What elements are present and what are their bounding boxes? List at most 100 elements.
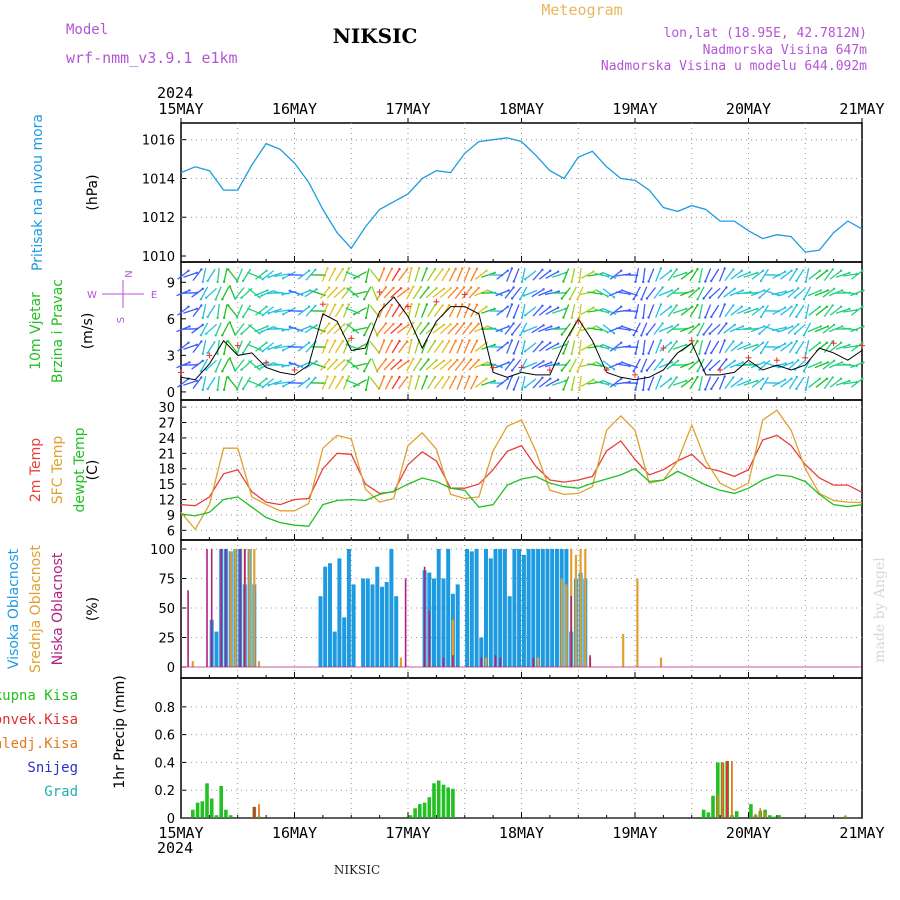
- wind-arrow-head: [804, 316, 807, 319]
- bar: [536, 549, 541, 667]
- wind-arrow-head: [670, 325, 674, 328]
- wind-arrow: [328, 340, 336, 354]
- wind-arrow: [321, 268, 329, 282]
- bar: [365, 578, 370, 667]
- wind-arrow-head: [187, 269, 190, 272]
- wind-arrow: [365, 268, 370, 282]
- wind-arrow-head: [520, 388, 524, 391]
- wind-arrow-head: [541, 304, 544, 307]
- wind-arrow-head: [308, 289, 312, 292]
- bar: [205, 783, 209, 818]
- wind-arrow-head: [398, 267, 401, 271]
- wind-arrow-head: [346, 287, 349, 290]
- wind-arrow: [736, 291, 751, 295]
- wind-arrow: [521, 340, 526, 354]
- wind-arrow: [823, 305, 834, 317]
- wind-arrow-head: [221, 334, 224, 337]
- wind-arrow-head: [795, 339, 798, 343]
- wind-arrow-head: [523, 278, 527, 281]
- wind-arrow: [835, 380, 850, 386]
- wind-arrow-head: [266, 325, 269, 328]
- bar: [422, 802, 427, 818]
- wind-arrow: [842, 345, 857, 349]
- wind-arrow-head: [576, 370, 579, 373]
- wind-arrow: [353, 362, 368, 368]
- wind-arrow-head: [862, 289, 865, 292]
- wind-arrow-head: [613, 384, 617, 387]
- wind-arrow-head: [550, 289, 553, 292]
- wind-arrow: [594, 344, 609, 350]
- wind-arrow: [703, 287, 713, 299]
- wind-arrow: [353, 379, 367, 387]
- wind-arrow-head: [839, 269, 843, 272]
- wind-arrow-head: [520, 280, 524, 283]
- wind-arrow: [850, 325, 864, 333]
- wind-arrow-head: [659, 267, 663, 270]
- bar: [749, 804, 753, 818]
- wind-arrow-head: [412, 357, 415, 360]
- wind-arrow-head: [691, 325, 695, 328]
- wind-arrow-head: [759, 387, 763, 391]
- wind-arrow: [255, 270, 267, 280]
- wind-arrow: [730, 342, 743, 352]
- wind-arrow: [576, 286, 584, 300]
- wind-arrow: [538, 378, 551, 388]
- wind-arrow: [523, 325, 538, 333]
- wind-arrow-head: [818, 305, 822, 308]
- wind-arrow: [729, 325, 744, 333]
- wind-arrow: [511, 323, 522, 335]
- wind-arrow: [310, 326, 325, 332]
- wind-arrow: [736, 343, 751, 351]
- wind-arrow-head: [522, 330, 526, 333]
- bar: [526, 549, 531, 667]
- wind-arrow: [580, 343, 594, 351]
- wind-arrow-head: [593, 290, 596, 293]
- bar: [351, 584, 356, 667]
- wind-arrow-head: [848, 271, 851, 274]
- wind-arrow: [391, 376, 401, 390]
- wind-arrow-head: [819, 361, 822, 364]
- wind-arrow: [545, 379, 559, 387]
- wind-arrow-head: [725, 358, 728, 361]
- wind-arrow-head: [557, 326, 560, 329]
- wind-arrow-head: [510, 297, 514, 300]
- y-tick-label: 0: [167, 661, 175, 676]
- wind-arrow-head: [349, 322, 352, 325]
- wind-arrow-head: [258, 368, 261, 371]
- wind-arrow: [398, 341, 408, 353]
- wind-arrow-head: [510, 267, 514, 270]
- wind-arrow: [390, 359, 402, 371]
- wind-arrow: [229, 358, 236, 372]
- wind-arrow-head: [410, 375, 413, 378]
- x-day-label-bottom: 20MAY: [726, 824, 771, 842]
- wind-arrow: [439, 323, 452, 335]
- wind-arrow: [448, 268, 457, 282]
- bar: [408, 815, 413, 818]
- wind-arrow-head: [419, 357, 423, 361]
- wind-arrow: [481, 272, 495, 278]
- bar: [772, 816, 777, 818]
- wind-arrow-head: [427, 358, 430, 361]
- wind-arrow: [427, 376, 436, 390]
- wind-arrow: [689, 304, 699, 318]
- series-line: [180, 409, 863, 531]
- wind-arrow: [202, 340, 207, 354]
- bar: [375, 566, 380, 667]
- wind-arrow-head: [353, 277, 356, 280]
- wind-arrow: [242, 340, 252, 354]
- wind-arrow-head: [469, 322, 473, 325]
- wind-arrow: [432, 360, 445, 370]
- wind-arrow: [779, 289, 793, 297]
- wind-arrow: [506, 376, 513, 390]
- wind-arrow: [321, 376, 329, 390]
- model-name: wrf-nmm_v3.9.1 e1km: [66, 49, 238, 67]
- wind-arrow-head: [469, 286, 473, 289]
- wind-arrow: [723, 288, 736, 298]
- bar: [706, 812, 711, 818]
- legend-entry: 10m Vjetar: [28, 292, 44, 370]
- wind-arrow-head: [704, 280, 707, 283]
- bar: [423, 566, 426, 667]
- wind-arrow-head: [234, 369, 237, 372]
- wind-arrow: [207, 340, 216, 354]
- wind-arrow: [571, 268, 576, 282]
